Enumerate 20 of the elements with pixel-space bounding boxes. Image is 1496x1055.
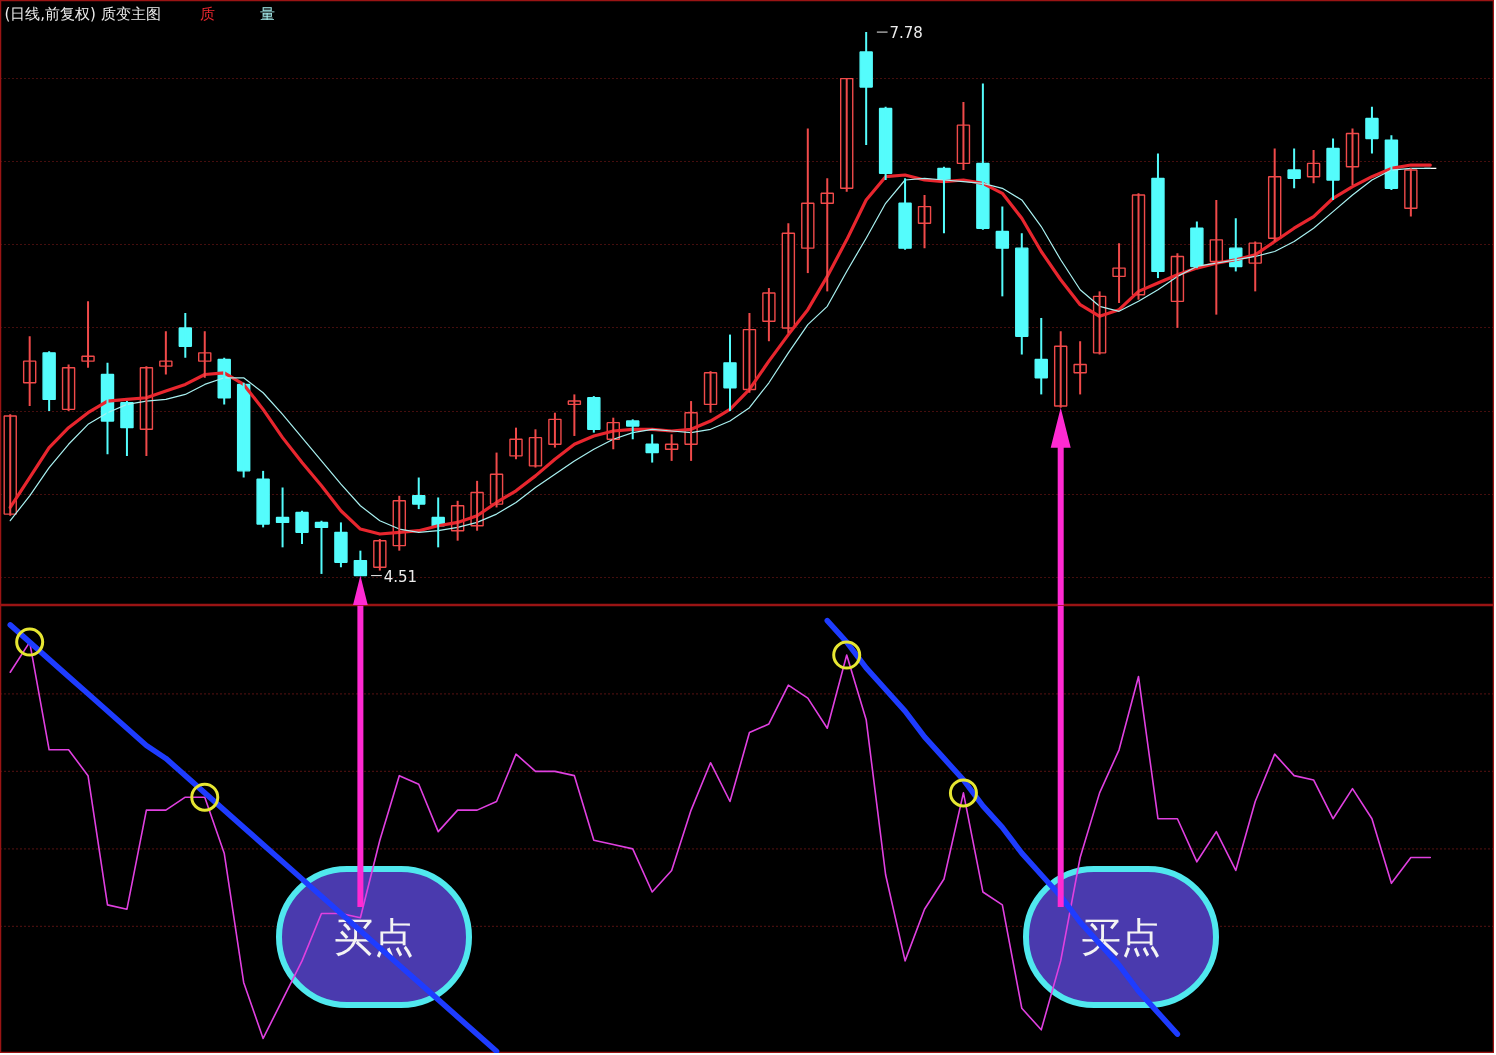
candlestick [1112, 242, 1126, 304]
text: 质 [199, 4, 215, 23]
candlestick [1404, 167, 1418, 218]
candlestick [626, 418, 640, 441]
point [832, 640, 862, 670]
point [190, 782, 220, 812]
chart-title: (日线,前复权) 质变主图 [4, 4, 161, 23]
text: 量 [259, 4, 275, 23]
candlestick [762, 287, 776, 343]
candlestick [159, 330, 173, 376]
point [15, 627, 45, 657]
annotation: 4.51 [383, 567, 418, 586]
candlestick [1015, 232, 1029, 356]
point [948, 778, 978, 808]
candlestick [1073, 340, 1087, 396]
candlestick [859, 31, 873, 147]
annotation: 7.78 [889, 24, 923, 43]
candlestick [1287, 147, 1301, 190]
candlestick [256, 469, 270, 529]
candlestick [81, 300, 95, 369]
